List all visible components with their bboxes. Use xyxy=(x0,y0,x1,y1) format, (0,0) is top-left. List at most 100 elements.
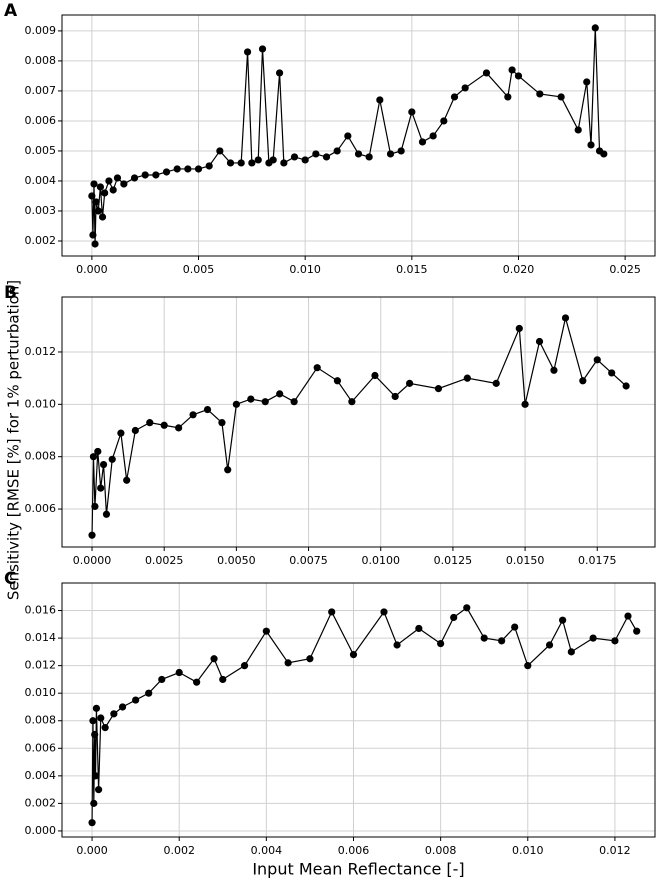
data-point xyxy=(463,604,471,612)
data-point xyxy=(561,314,570,322)
x-tick-label: 0.012 xyxy=(599,844,631,857)
data-point xyxy=(117,429,125,437)
data-point xyxy=(262,627,270,635)
data-point xyxy=(275,69,284,77)
data-point xyxy=(247,395,255,403)
x-tick-label: 0.010 xyxy=(512,844,544,857)
data-point xyxy=(463,374,471,382)
data-point xyxy=(248,159,256,167)
x-tick-label: 0.0150 xyxy=(506,554,545,567)
data-point xyxy=(583,78,591,86)
data-point xyxy=(450,93,459,101)
y-tick-label: 0.002 xyxy=(25,796,57,809)
x-tick-label: 0.015 xyxy=(396,263,428,276)
x-tick-label: 0.0050 xyxy=(217,554,256,567)
data-point xyxy=(160,421,168,429)
data-point xyxy=(380,608,388,616)
y-tick-label: 0.006 xyxy=(25,502,57,515)
y-tick-label: 0.003 xyxy=(25,204,57,217)
y-tick-label: 0.014 xyxy=(25,631,57,644)
data-point xyxy=(450,613,458,622)
x-axis-label: Input Mean Reflectance [-] xyxy=(252,860,464,879)
data-point xyxy=(624,612,632,620)
data-point xyxy=(258,45,267,53)
x-tick-label: 0.000 xyxy=(76,844,108,857)
data-point xyxy=(333,377,342,385)
data-point xyxy=(579,377,587,385)
data-point xyxy=(406,379,414,387)
data-point xyxy=(90,180,98,188)
data-point xyxy=(397,147,405,155)
y-tick-label: 0.002 xyxy=(25,234,57,247)
data-point xyxy=(365,153,373,161)
data-point xyxy=(600,150,608,158)
data-point xyxy=(567,648,575,656)
data-point xyxy=(429,132,437,140)
data-point xyxy=(284,659,292,667)
data-point xyxy=(574,126,582,134)
plot-frame xyxy=(61,14,656,257)
data-point xyxy=(408,108,416,116)
data-point xyxy=(349,651,358,659)
data-point xyxy=(587,141,595,149)
x-tick-label: 0.005 xyxy=(183,263,215,276)
data-point xyxy=(418,138,427,146)
data-point xyxy=(141,171,149,179)
data-point xyxy=(89,717,97,725)
y-tick-label: 0.010 xyxy=(25,397,57,410)
plot-frame xyxy=(61,296,656,548)
data-point xyxy=(498,637,506,645)
data-point xyxy=(480,634,488,642)
x-tick-label: 0.025 xyxy=(609,263,641,276)
data-point xyxy=(90,799,98,807)
y-tick-label: 0.012 xyxy=(25,659,57,672)
data-point xyxy=(536,90,544,98)
data-point xyxy=(92,704,101,712)
data-point xyxy=(89,453,98,461)
data-point xyxy=(593,356,601,364)
data-point xyxy=(118,703,127,711)
x-tick-label: 0.0125 xyxy=(434,554,473,567)
data-point xyxy=(306,655,314,663)
data-point xyxy=(393,641,401,649)
data-point xyxy=(216,147,224,155)
data-point xyxy=(94,786,103,794)
data-point xyxy=(312,150,320,158)
data-point xyxy=(322,153,331,161)
data-point xyxy=(193,678,201,686)
data-point xyxy=(94,207,102,215)
data-point xyxy=(371,371,379,380)
data-point xyxy=(557,93,565,101)
data-point xyxy=(415,624,423,633)
data-point xyxy=(109,186,117,194)
data-point xyxy=(152,171,160,179)
data-point xyxy=(173,165,181,173)
x-tick-label: 0.0075 xyxy=(289,554,328,567)
data-point xyxy=(97,714,105,722)
data-point xyxy=(194,165,203,173)
data-point xyxy=(504,93,512,101)
data-point xyxy=(145,689,153,697)
data-point xyxy=(482,69,491,77)
data-point xyxy=(290,398,298,406)
data-point xyxy=(91,502,99,511)
data-point xyxy=(97,484,105,492)
data-point xyxy=(240,662,249,670)
data-point xyxy=(203,405,212,414)
data-point xyxy=(226,159,235,167)
data-point xyxy=(348,398,356,406)
data-point xyxy=(205,162,213,170)
data-point xyxy=(237,159,245,167)
data-point xyxy=(99,460,108,469)
data-point xyxy=(514,72,523,80)
data-point xyxy=(524,662,532,670)
data-point xyxy=(559,616,567,624)
data-point xyxy=(515,324,523,333)
data-line xyxy=(91,606,638,823)
x-tick-label: 0.004 xyxy=(251,844,283,857)
data-point xyxy=(508,66,516,74)
data-point xyxy=(184,165,192,173)
data-point xyxy=(333,147,341,155)
y-tick-label: 0.010 xyxy=(25,686,57,699)
data-point xyxy=(175,424,183,432)
